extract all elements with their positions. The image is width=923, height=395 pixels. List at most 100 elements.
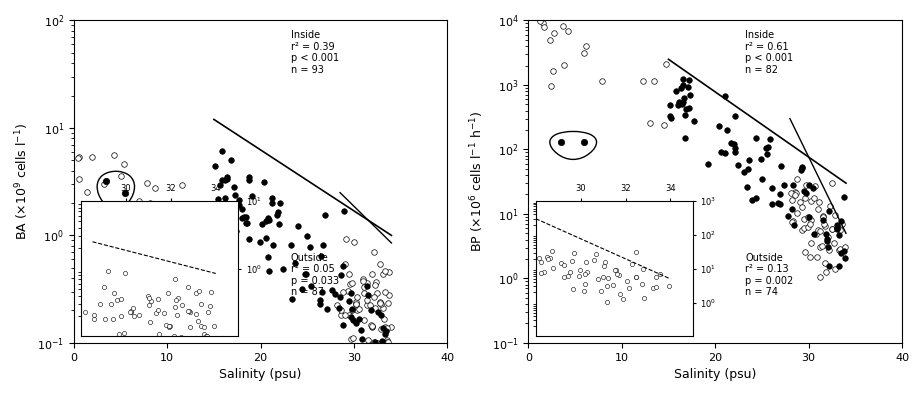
Point (763, 136, 778, 143)
Point (366, 339, 381, 345)
Point (833, 250, 848, 256)
Point (227, 183, 242, 190)
Point (773, 191, 787, 198)
Point (369, 340, 384, 346)
Point (664, 115, 678, 122)
Point (382, 345, 397, 352)
Point (303, 244, 318, 250)
Point (577, 50, 592, 56)
Point (343, 290, 358, 297)
Point (365, 324, 379, 331)
X-axis label: Salinity (psu): Salinity (psu) (220, 368, 302, 381)
Point (701, 161, 715, 167)
Point (264, 200, 279, 206)
Point (148, 185, 162, 191)
Y-axis label: BA ($\times$10$^9$ cells l$^{-1}$): BA ($\times$10$^9$ cells l$^{-1}$) (14, 123, 31, 240)
Point (376, 325, 390, 331)
Point (785, 219, 799, 225)
Point (313, 297, 328, 303)
Point (798, 249, 813, 256)
Point (220, 173, 234, 180)
Point (727, 145, 742, 151)
Point (744, 197, 759, 203)
Point (786, 217, 801, 224)
Point (810, 227, 825, 233)
Point (356, 290, 371, 296)
Point (373, 299, 388, 305)
Point (739, 184, 754, 190)
Text: Inside
r² = 0.39
p < 0.001
n = 93: Inside r² = 0.39 p < 0.001 n = 93 (291, 30, 339, 75)
Point (794, 166, 809, 173)
Point (214, 148, 229, 154)
Point (304, 283, 318, 290)
Point (807, 195, 821, 201)
Point (819, 269, 833, 275)
Point (346, 239, 361, 245)
Point (228, 192, 243, 198)
Point (342, 298, 356, 305)
Point (749, 195, 763, 201)
Point (255, 221, 270, 227)
Point (142, 199, 157, 206)
Point (681, 84, 696, 90)
Point (264, 194, 279, 201)
Point (324, 287, 339, 293)
Point (536, 24, 551, 30)
Point (682, 77, 697, 83)
Point (817, 221, 832, 227)
Point (800, 224, 815, 230)
Point (237, 214, 252, 220)
Point (373, 261, 388, 267)
Point (365, 359, 379, 365)
Point (349, 320, 364, 326)
Point (376, 348, 390, 355)
Point (218, 194, 233, 201)
Point (815, 243, 830, 249)
Point (241, 173, 256, 180)
Point (713, 149, 728, 155)
Point (344, 280, 359, 286)
Point (174, 182, 189, 188)
Point (806, 185, 821, 191)
Point (812, 274, 827, 280)
Point (833, 245, 847, 252)
Point (671, 102, 686, 108)
Point (761, 144, 775, 150)
Point (674, 100, 689, 107)
Point (370, 308, 385, 315)
Point (363, 302, 378, 308)
Point (360, 297, 375, 303)
Point (765, 185, 780, 191)
Point (378, 377, 393, 384)
Point (378, 331, 392, 337)
Point (830, 225, 845, 231)
Point (579, 43, 593, 49)
Point (313, 252, 328, 259)
Point (828, 266, 843, 272)
Point (117, 161, 132, 167)
Point (817, 223, 832, 229)
Point (824, 180, 839, 186)
Point (797, 195, 812, 201)
Point (554, 2, 569, 9)
Point (338, 261, 353, 267)
Point (820, 235, 834, 242)
Point (270, 209, 285, 215)
Point (315, 288, 330, 295)
Point (755, 176, 770, 182)
Point (224, 157, 239, 163)
Point (294, 286, 309, 292)
Point (799, 190, 814, 196)
Point (271, 220, 286, 227)
Point (367, 282, 382, 288)
Point (365, 271, 379, 277)
Point (557, 62, 572, 68)
Point (381, 292, 396, 298)
Point (804, 217, 819, 223)
Point (821, 246, 836, 253)
Point (802, 254, 817, 260)
Point (344, 307, 359, 314)
Point (682, 105, 697, 111)
Point (669, 88, 684, 94)
Point (728, 149, 743, 155)
